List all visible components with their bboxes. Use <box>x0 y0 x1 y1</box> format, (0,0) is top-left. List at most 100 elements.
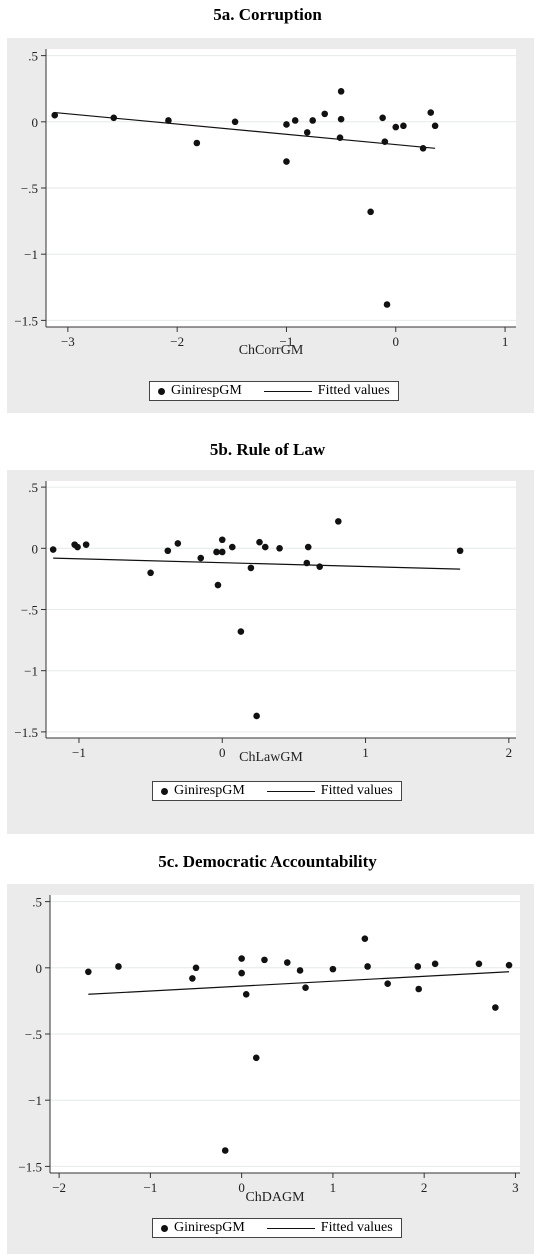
legend-b: GinirespGM Fitted values <box>152 781 402 801</box>
scatter-point <box>309 117 316 124</box>
legend-label-line: Fitted values <box>320 1220 393 1235</box>
scatter-point <box>283 959 291 966</box>
y-tick-label: −.5 <box>21 603 38 618</box>
scatter-point <box>427 109 435 116</box>
legend-marker-line <box>266 1227 315 1229</box>
scatter-point <box>316 563 323 570</box>
scatter-point <box>261 543 269 551</box>
legend-label-scatter: GinirespGM <box>174 783 245 798</box>
scatter-point <box>147 569 154 577</box>
scatter-point <box>492 1004 499 1011</box>
x-tick-label: 0 <box>393 334 400 349</box>
x-tick-label: −3 <box>61 334 75 349</box>
x-axis-label: ChDAGM <box>245 1190 305 1205</box>
scatter-point <box>256 538 263 546</box>
legend-marker-scatter <box>161 1224 168 1232</box>
scatter-point <box>85 968 92 976</box>
chart-title-a: 5a. Corruption <box>213 5 322 24</box>
x-tick-label: 1 <box>362 745 369 760</box>
scatter-point <box>283 121 290 128</box>
scatter-point <box>110 114 118 122</box>
scatter-point <box>283 158 290 165</box>
scatter-point <box>336 134 344 141</box>
legend-label-scatter: GinirespGM <box>171 383 242 398</box>
x-tick-label: 3 <box>512 1180 519 1195</box>
x-tick-label: 0 <box>219 745 226 760</box>
scatter-point <box>381 138 389 145</box>
chart-panel-b: 5b. Rule of Law .5 0 −.5 −1 −1.5 −1 0 1 2 ChLawGM… <box>0 420 535 834</box>
scatter-point <box>213 548 220 556</box>
scatter-point <box>49 546 57 553</box>
scatter-point <box>247 564 255 572</box>
chart-panel-c: 5c. Democratic Accountability .5 0 −.5 −1 −1… <box>0 820 535 1254</box>
scatter-point <box>475 960 483 968</box>
chart-a: .5 0 −.5 −1 −1.5 −3 −2 −1 0 1 ChCorrGM <box>14 49 516 358</box>
scatter-point <box>228 543 236 551</box>
scatter-point <box>165 117 172 124</box>
x-tick-label: −1 <box>280 334 294 349</box>
scatter-point <box>337 88 345 95</box>
y-tick-label: −1 <box>28 1093 42 1108</box>
scatter-point <box>321 110 329 118</box>
scatter-point <box>303 129 311 136</box>
legend-marker-scatter <box>161 787 168 795</box>
scatter-point <box>400 122 407 130</box>
scatter-point <box>456 547 464 555</box>
legend-marker-line <box>266 790 315 792</box>
scatter-point <box>231 118 239 126</box>
legend-a: GinirespGM Fitted values <box>149 381 399 401</box>
y-tick-label: −1 <box>24 664 38 679</box>
scatter-point <box>51 111 59 119</box>
x-tick-label: 2 <box>506 745 513 760</box>
legend-marker-scatter <box>158 387 165 395</box>
legend-label-line: Fitted values <box>320 783 393 798</box>
scatter-point <box>291 117 299 124</box>
y-tick-label: 0 <box>32 115 39 130</box>
scatter-point <box>302 984 309 991</box>
scatter-point <box>431 122 439 130</box>
scatter-point <box>414 963 422 970</box>
scatter-point <box>329 965 337 973</box>
y-tick-label: −1.5 <box>14 313 38 328</box>
y-tick-label: −1.5 <box>14 725 38 740</box>
scatter-point <box>304 543 312 551</box>
x-tick-label: 1 <box>502 334 509 349</box>
scatter-point <box>367 208 374 216</box>
y-tick-label: .5 <box>28 480 38 495</box>
x-axis-label: ChLawGM <box>239 750 303 765</box>
scatter-point <box>82 541 90 548</box>
scatter-point <box>431 960 439 968</box>
chart-title-b: 5b. Rule of Law <box>209 440 326 459</box>
chart-title-c: 5c. Democratic Accountability <box>158 852 377 871</box>
scatter-point <box>296 967 304 974</box>
scatter-point <box>505 961 513 969</box>
scatter-point <box>261 956 268 964</box>
chart-c: .5 0 −.5 −1 −1.5 −2 −1 0 1 2 3 ChDAGM <box>18 895 520 1205</box>
fitted-line <box>53 557 461 570</box>
fitted-line <box>54 111 436 149</box>
scatter-point <box>193 139 201 147</box>
scatter-point <box>238 969 245 977</box>
legend-label-scatter: GinirespGM <box>174 1220 245 1235</box>
scatter-point <box>384 980 391 987</box>
scatter-point <box>364 963 371 970</box>
scatter-point <box>115 963 122 970</box>
y-tick-label: 0 <box>32 541 39 556</box>
scatter-point <box>276 545 283 552</box>
scatter-point <box>303 559 311 567</box>
scatter-point <box>237 628 245 635</box>
x-tick-label: −2 <box>52 1180 66 1195</box>
scatter-point <box>221 1147 229 1154</box>
y-tick-label: −1.5 <box>18 1159 42 1174</box>
scatter-point <box>379 114 386 122</box>
scatter-point <box>392 123 400 131</box>
scatter-point <box>361 935 369 942</box>
scatter-point <box>174 540 182 547</box>
y-tick-label: −1 <box>24 247 38 262</box>
scatter-point <box>337 115 345 123</box>
scatter-point <box>189 975 196 982</box>
chart-b: .5 0 −.5 −1 −1.5 −1 0 1 2 ChLawGM <box>14 480 516 765</box>
x-tick-label: −1 <box>72 745 86 760</box>
x-axis-label: ChCorrGM <box>239 343 304 358</box>
fitted-line <box>88 971 510 995</box>
